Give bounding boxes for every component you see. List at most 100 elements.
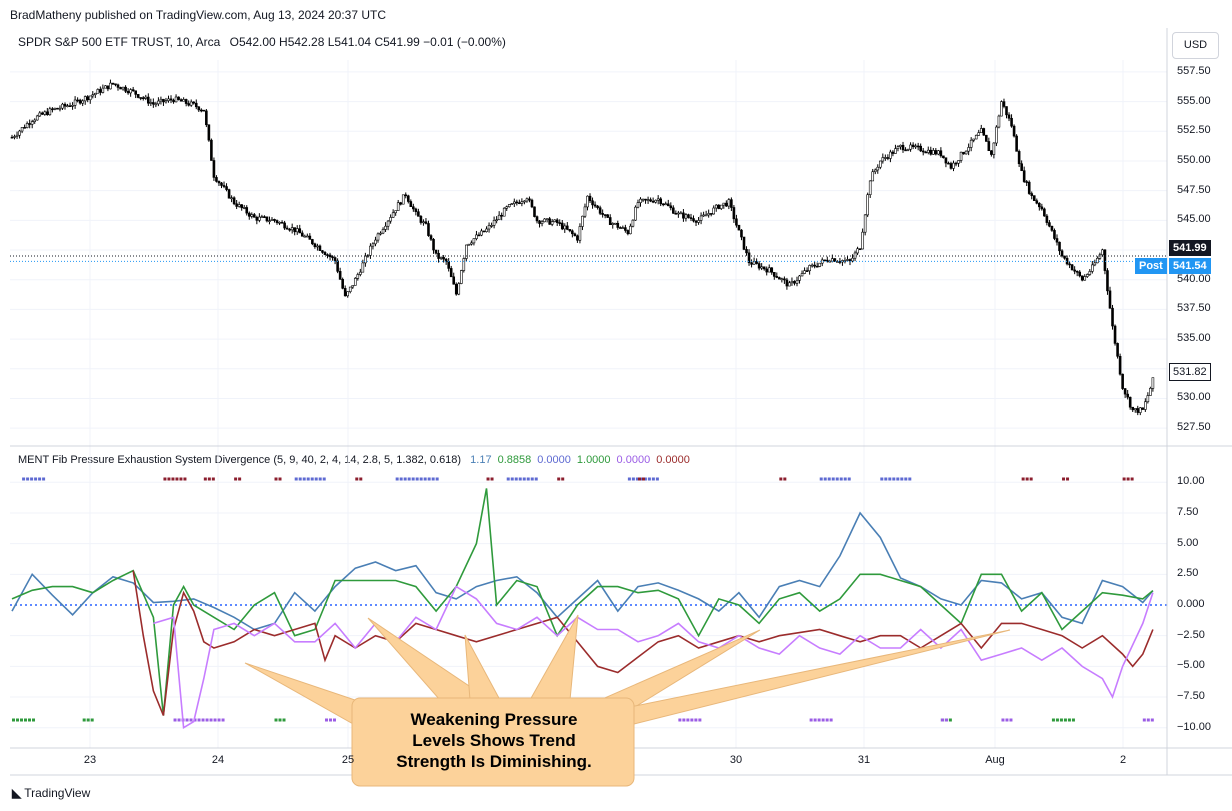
symbol-name[interactable]: SPDR S&P 500 ETF TRUST, 10, Arca <box>18 35 221 49</box>
candle-body <box>179 99 183 102</box>
candle-body <box>1098 254 1102 259</box>
candle-body <box>611 223 615 225</box>
signal-dot-top_red <box>238 477 242 481</box>
candle-body <box>1038 202 1041 208</box>
signal-dot-top_red <box>171 477 175 481</box>
candle-body <box>932 150 935 155</box>
signal-dot-top_blue <box>639 477 643 481</box>
candle-body <box>656 198 660 201</box>
price-tick-label: 550.00 <box>1177 153 1211 166</box>
candle-body <box>692 218 695 222</box>
candle-body <box>121 86 125 90</box>
candle-body <box>750 262 753 265</box>
candle-body <box>1103 249 1107 271</box>
candle-body <box>578 226 582 241</box>
series-line-green <box>11 488 1154 716</box>
candle-body <box>624 227 627 231</box>
signal-dot-bottom_purple <box>1150 718 1154 722</box>
candle-body <box>1101 249 1104 256</box>
candle-body <box>313 243 317 247</box>
candle-body <box>808 265 811 272</box>
candle-body <box>732 207 736 220</box>
post-price-tag: 541.54 <box>1169 258 1211 274</box>
signal-dot-top_blue <box>423 477 427 481</box>
candle-body <box>197 106 201 111</box>
candle-body <box>972 138 975 141</box>
price-tick-label: 535.00 <box>1177 332 1211 345</box>
candle-body <box>778 277 781 280</box>
candle-body <box>454 283 458 295</box>
candle-body <box>260 216 264 218</box>
signal-dot-top_red <box>641 477 645 481</box>
price-line <box>10 255 1167 262</box>
signal-dot-bottom_purple <box>209 718 213 722</box>
candle-body <box>765 268 769 273</box>
signal-dot-bottom_purple <box>189 718 193 722</box>
indicator-name[interactable]: MENT Fib Pressure Exhaustion System Dive… <box>18 454 271 466</box>
signal-dot-top_blue <box>506 477 510 481</box>
candle-body <box>672 207 675 214</box>
candle-body <box>422 221 425 224</box>
signal-dot-bottom_green <box>86 718 90 722</box>
candle-body <box>328 254 332 258</box>
signal-dot-bottom_purple <box>1005 718 1009 722</box>
candle-body <box>76 99 79 102</box>
candle-body <box>200 109 203 112</box>
candle-body <box>306 235 309 238</box>
callout-line-1: Weakening Pressure <box>410 710 578 729</box>
signal-dot-bottom_purple <box>205 718 209 722</box>
signal-dot-top_red <box>167 477 171 481</box>
candle-body <box>1141 407 1145 410</box>
candle-body <box>1022 170 1026 182</box>
signal-dot-top_blue <box>635 477 639 481</box>
candle-body <box>412 206 415 210</box>
candle-body <box>490 225 493 227</box>
candle-body <box>884 157 887 159</box>
candle-body <box>1045 215 1049 223</box>
candle-body <box>177 96 180 100</box>
candle-body <box>793 280 796 284</box>
candle-body <box>485 228 488 232</box>
candle-body <box>323 252 327 255</box>
candle-body <box>35 115 39 121</box>
candle-body <box>873 169 877 173</box>
signal-dot-top_red <box>486 477 490 481</box>
signal-dot-top_red <box>175 477 179 481</box>
candle-body <box>164 100 168 103</box>
callout-annotation <box>244 614 1011 787</box>
candle-body <box>934 150 938 155</box>
candle-body <box>172 99 175 103</box>
price-tick-label: 537.50 <box>1177 302 1211 315</box>
candle-body <box>131 89 135 92</box>
candle-body <box>1070 264 1074 271</box>
candle-body <box>535 216 539 222</box>
signal-dot-top_blue <box>534 477 538 481</box>
candle-body <box>1131 406 1135 411</box>
candle-body <box>964 150 968 155</box>
signal-dot-bottom_purple <box>1009 718 1013 722</box>
candle-body <box>480 230 483 236</box>
candle-body <box>346 291 350 297</box>
candle-body <box>141 97 145 99</box>
candle-body <box>288 228 291 231</box>
post-label-tag: Post <box>1135 258 1167 274</box>
candle-body <box>68 105 72 108</box>
candle-body <box>979 128 983 133</box>
signal-dot-top_red <box>278 477 282 481</box>
candle-body <box>487 225 491 230</box>
candle-body <box>202 109 206 112</box>
signal-dot-top_blue <box>514 477 518 481</box>
footer-brand[interactable]: ◣ TradingView <box>12 786 90 800</box>
candle-body <box>101 87 105 93</box>
candle-body <box>800 273 804 277</box>
currency-button[interactable]: USD <box>1172 32 1219 59</box>
candle-body <box>1128 396 1132 408</box>
candle-body <box>770 267 774 273</box>
candle-body <box>406 195 410 202</box>
signal-dot-bottom_purple <box>328 718 332 722</box>
signal-dot-top_red <box>274 477 278 481</box>
candle-body <box>712 207 716 215</box>
candle-body <box>116 84 120 88</box>
publisher-line: BradMatheny published on TradingView.com… <box>10 8 387 22</box>
